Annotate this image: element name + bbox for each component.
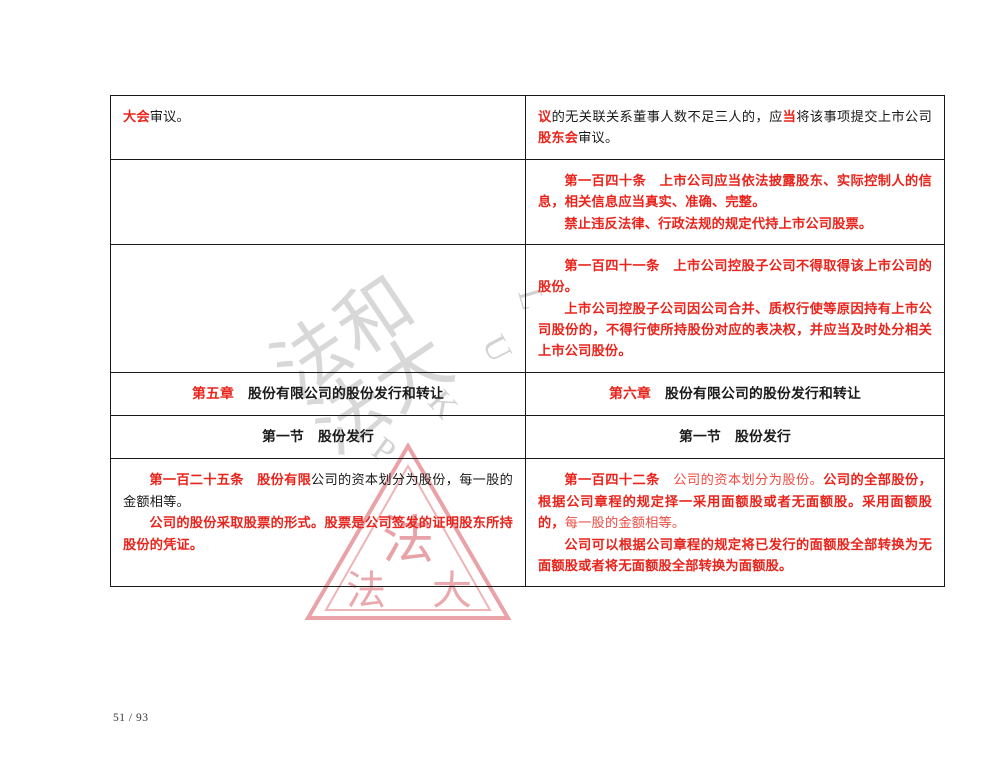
row-6-right-cell: 第一百四十二条 公司的资本划分为股份。公司的全部股份，根据公司章程的规定择一采用… bbox=[525, 458, 945, 588]
row-4-chapter-right-p1-run-1: 第六章 bbox=[609, 385, 652, 401]
table-row: 第一百二十五条 股份有限公司的资本划分为股份，每一股的金额相等。 公司的股份采取股… bbox=[110, 458, 945, 588]
row-3-right-paragraph-2: 上市公司控股子公司因公司合并、质权行使等原因持有上市公司股份的，不得行使所持股份… bbox=[538, 298, 932, 362]
row-1-left-paragraph-1: 大会审议。 bbox=[123, 106, 513, 127]
row-6-right-p1-run-2: 公司的资本划分为股份。 bbox=[659, 472, 824, 488]
row-3-right-p2-run-1: 上市公司控股子公司因公司合并、质权行使等原因持有上市公司股份的，不得行使所持股份… bbox=[538, 300, 932, 359]
row-3-right-cell: 第一百四十一条 上市公司控股子公司不得取得该上市公司的股份。 上市公司控股子公司因… bbox=[525, 243, 945, 373]
row-1-right-cell: 议的无关联关系董事人数不足三人的，应当将该事项提交上市公司股东会审议。 bbox=[525, 95, 945, 160]
row-2-right-paragraph-1: 第一百四十条 上市公司应当依法披露股东、实际控制人的信息，相关信息应当真实、准确… bbox=[538, 170, 932, 213]
row-5-section-left-paragraph-1: 第一节 股份发行 bbox=[123, 426, 513, 448]
row-6-right-p2-run-1: 公司可以根据公司章程的规定将已发行的面额股全部转换为无面额股或者将无面额股全部转… bbox=[538, 536, 932, 573]
row-3-right-p1-run-1: 第一百四十一条 bbox=[564, 257, 660, 273]
row-6-right-paragraph-2: 公司可以根据公司章程的规定将已发行的面额股全部转换为无面额股或者将无面额股全部转… bbox=[538, 534, 932, 577]
table-row: 第一节 股份发行 第一节 股份发行 bbox=[110, 415, 945, 460]
row-2-right-p1-run-1: 第一百四十条 bbox=[564, 172, 647, 188]
row-5-section-right-p1-run-1: 第一节 股份发行 bbox=[679, 429, 791, 445]
row-1-right-p1-run-3: 当 bbox=[782, 109, 797, 124]
row-1-right-paragraph-1: 议的无关联关系董事人数不足三人的，应当将该事项提交上市公司股东会审议。 bbox=[538, 106, 932, 149]
row-1-right-p1-run-1: 议 bbox=[538, 109, 552, 124]
table-body: 大会审议。 议的无关联关系董事人数不足三人的，应当将该事项提交上市公司股东会审议。… bbox=[110, 95, 945, 588]
empty-cell-placeholder bbox=[123, 170, 513, 188]
row-5-section-left-cell: 第一节 股份发行 bbox=[110, 415, 526, 460]
row-6-left-cell: 第一百二十五条 股份有限公司的资本划分为股份，每一股的金额相等。 公司的股份采取股… bbox=[110, 458, 526, 588]
row-6-left-paragraph-1: 第一百二十五条 股份有限公司的资本划分为股份，每一股的金额相等。 bbox=[123, 469, 513, 512]
row-1-right-p1-run-5: 股东会 bbox=[538, 130, 579, 146]
row-3-right-paragraph-1: 第一百四十一条 上市公司控股子公司不得取得该上市公司的股份。 bbox=[538, 255, 932, 298]
row-2-right-p2-run-1: 禁止违反法律、行政法规的规定代持上市公司股票。 bbox=[564, 215, 873, 231]
page-number-footer: 51 / 93 bbox=[113, 712, 149, 724]
row-4-chapter-right-paragraph-1: 第六章 股份有限公司的股份发行和转让 bbox=[538, 383, 932, 405]
row-3-right-p1-run-2: 上市公司控股子公司不得取得该上市公司的股份。 bbox=[538, 257, 933, 295]
row-3-left-cell bbox=[110, 243, 526, 373]
row-2-right-p1-run-2: 上市公司应当依法披露股东、实际控制人的信息，相关信息应当真实、准确、完整。 bbox=[538, 172, 932, 210]
row-4-chapter-left-paragraph-1: 第五章 股份有限公司的股份发行和转让 bbox=[123, 383, 513, 405]
row-1-right-p1-run-4: 将该事项提交上市公司 bbox=[796, 109, 932, 124]
row-4-chapter-right-cell: 第六章 股份有限公司的股份发行和转让 bbox=[525, 371, 945, 417]
table-row: 第一百四十一条 上市公司控股子公司不得取得该上市公司的股份。 上市公司控股子公司因… bbox=[110, 243, 945, 373]
row-6-right-p1-run-4: 每一股的金额相等。 bbox=[564, 515, 686, 531]
row-2-right-cell: 第一百四十条 上市公司应当依法披露股东、实际控制人的信息，相关信息应当真实、准确… bbox=[525, 158, 945, 245]
row-2-right-paragraph-2: 禁止违反法律、行政法规的规定代持上市公司股票。 bbox=[538, 213, 932, 234]
row-5-section-right-paragraph-1: 第一节 股份发行 bbox=[538, 426, 932, 448]
row-4-chapter-left-p1-run-1: 第五章 bbox=[192, 385, 235, 401]
row-4-chapter-right-p1-run-2: 股份有限公司的股份发行和转让 bbox=[651, 385, 861, 401]
row-5-section-right-cell: 第一节 股份发行 bbox=[525, 415, 945, 460]
row-1-right-p1-run-2: 的无关联关系董事人数不足三人的，应 bbox=[551, 109, 783, 124]
row-1-left-p1-run-1: 大会 bbox=[123, 109, 150, 124]
row-2-left-cell bbox=[110, 158, 526, 245]
row-1-right-p1-run-6: 审议。 bbox=[578, 130, 619, 146]
row-6-right-p1-run-3: 公司的全部股份，根据公司章程的规定择一采用面额股或者无面额股。采用面额股的， bbox=[538, 472, 932, 531]
row-6-left-p1-run-2: 股份有限 bbox=[243, 472, 312, 488]
law-comparison-table: 大会审议。 议的无关联关系董事人数不足三人的，应当将该事项提交上市公司股东会审议。… bbox=[110, 95, 945, 588]
row-6-left-p2-run-1: 公司的股份采取股票的形式。股票是公司签发的证明股东所持股份的凭证。 bbox=[123, 515, 513, 552]
row-6-left-paragraph-2: 公司的股份采取股票的形式。股票是公司签发的证明股东所持股份的凭证。 bbox=[123, 512, 513, 555]
row-6-right-paragraph-1: 第一百四十二条 公司的资本划分为股份。公司的全部股份，根据公司章程的规定择一采用… bbox=[538, 469, 932, 533]
row-4-chapter-left-cell: 第五章 股份有限公司的股份发行和转让 bbox=[110, 371, 526, 417]
table-row: 大会审议。 议的无关联关系董事人数不足三人的，应当将该事项提交上市公司股东会审议。 bbox=[110, 95, 945, 160]
row-5-section-left-p1-run-1: 第一节 股份发行 bbox=[262, 429, 374, 445]
row-4-chapter-left-p1-run-2: 股份有限公司的股份发行和转让 bbox=[234, 385, 444, 401]
table-row: 第一百四十条 上市公司应当依法披露股东、实际控制人的信息，相关信息应当真实、准确… bbox=[110, 158, 945, 245]
empty-cell-placeholder bbox=[123, 255, 513, 273]
row-1-left-cell: 大会审议。 bbox=[110, 95, 526, 160]
row-1-left-p1-run-2: 审议。 bbox=[149, 109, 190, 124]
row-6-right-p1-run-1: 第一百四十二条 bbox=[564, 472, 660, 488]
row-6-left-p1-run-1: 第一百二十五条 bbox=[149, 472, 244, 488]
table-row: 第五章 股份有限公司的股份发行和转让 第六章 股份有限公司的股份发行和转让 bbox=[110, 371, 945, 417]
